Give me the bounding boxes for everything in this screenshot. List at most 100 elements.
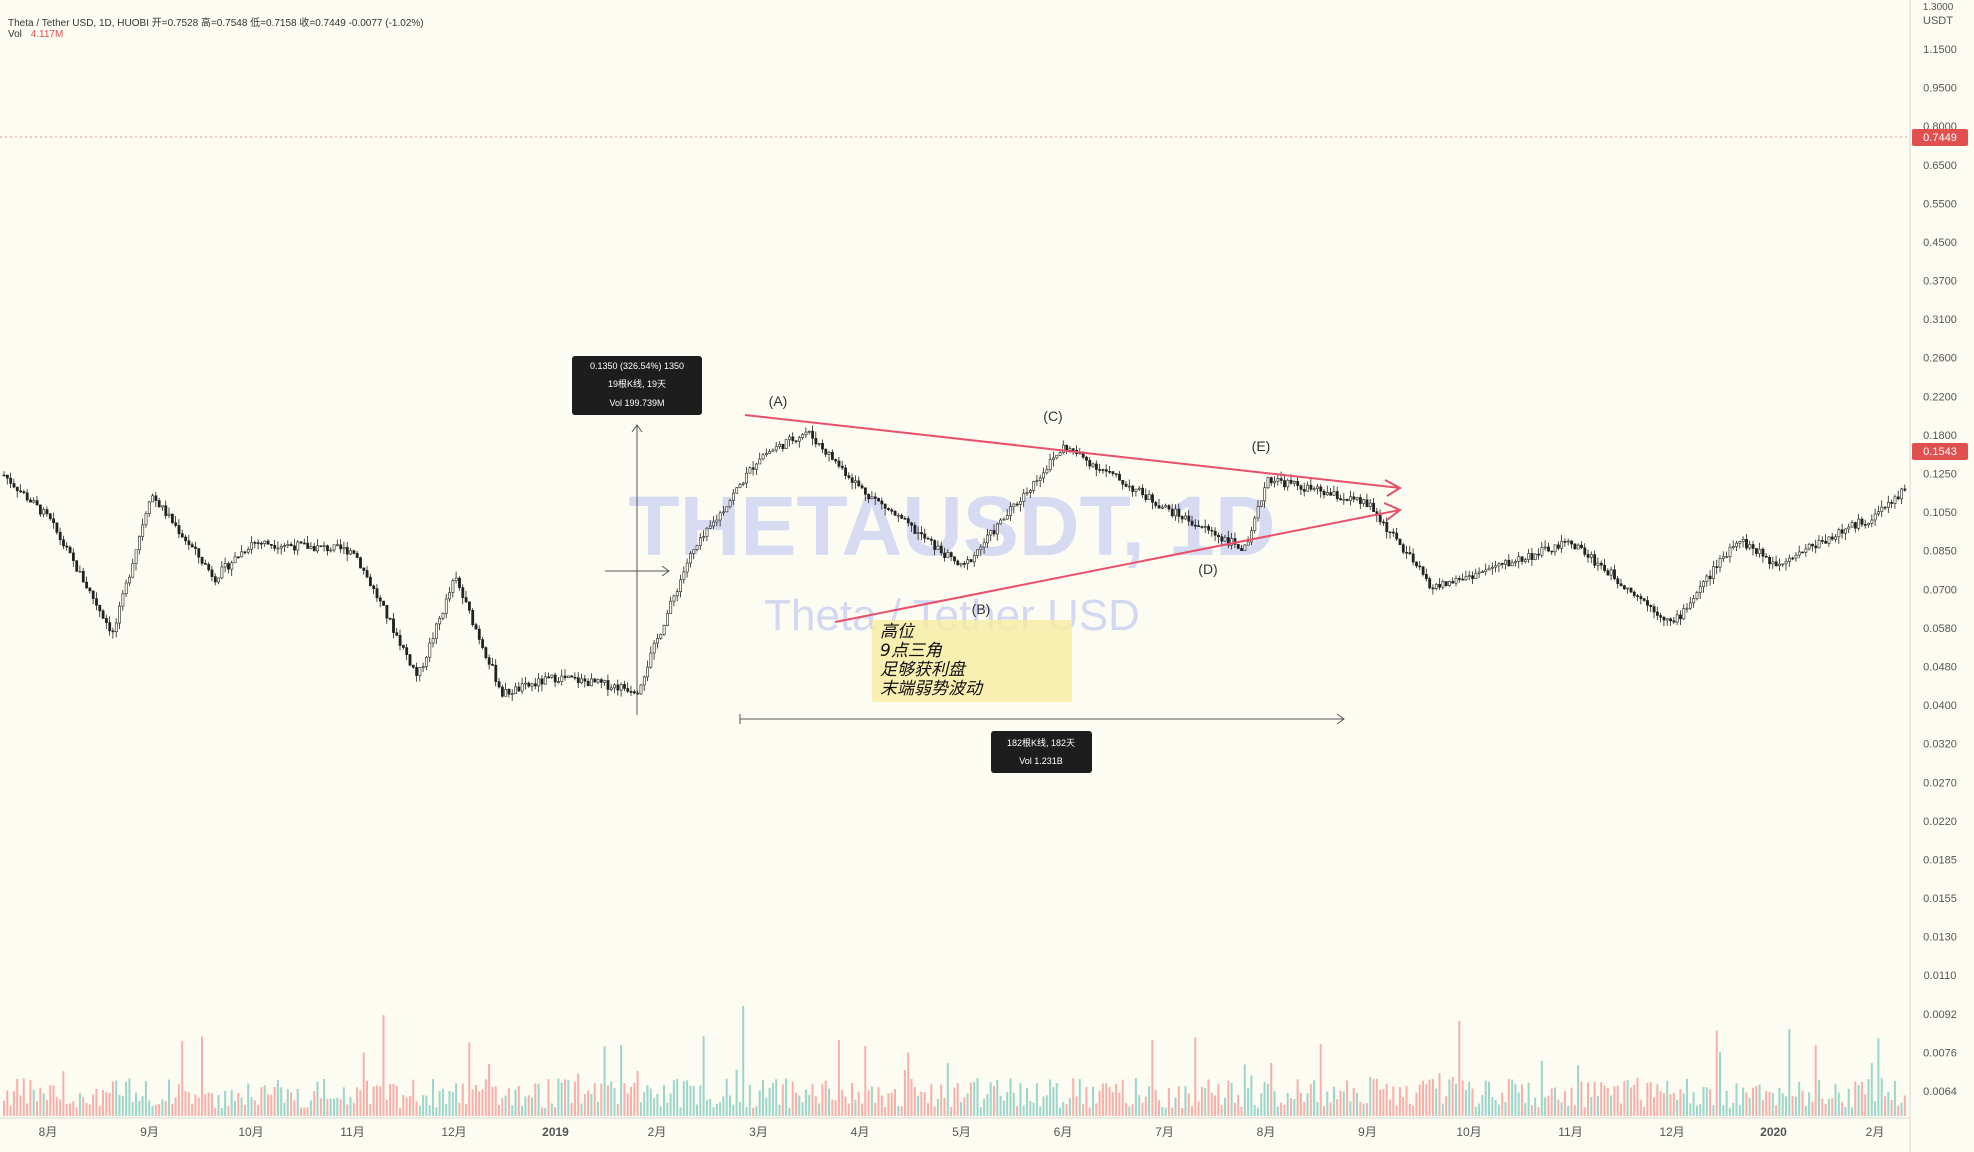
volume-bar — [1336, 1099, 1339, 1116]
x-tick-label: 2019 — [542, 1125, 569, 1139]
candle-body — [1329, 492, 1333, 496]
triangle-upper-trendline[interactable] — [744, 414, 1401, 489]
candle-body — [339, 544, 343, 550]
volume-bar — [814, 1096, 817, 1116]
volume-bar — [824, 1080, 827, 1116]
volume-bar — [230, 1090, 233, 1116]
candle-body — [296, 541, 300, 551]
volume-bar — [1524, 1103, 1527, 1116]
candle-body — [1464, 576, 1468, 581]
candle-body — [642, 676, 646, 686]
candle-body — [1580, 544, 1583, 549]
candle-body — [1451, 581, 1455, 584]
volume-bar — [45, 1100, 48, 1116]
volume-bar — [1719, 1051, 1721, 1116]
candle-body — [467, 601, 471, 611]
candle-body — [497, 681, 501, 688]
candle-body — [560, 675, 564, 682]
volume-bar — [1768, 1091, 1771, 1116]
volume-bar — [1507, 1078, 1510, 1116]
candle-body — [1283, 480, 1286, 488]
candle-body — [1217, 534, 1220, 537]
candle-body — [428, 642, 432, 658]
volume-bar — [141, 1096, 144, 1116]
volume-bar — [1755, 1085, 1758, 1116]
y-tick-label: 0.0076 — [1923, 1047, 1957, 1059]
candle-body — [174, 522, 178, 526]
volume-bar — [1900, 1102, 1903, 1116]
candle-body — [1675, 614, 1679, 623]
volume-bar — [752, 1107, 755, 1116]
current-price-badge-text: 0.7449 — [1923, 132, 1957, 144]
volume-bar — [260, 1087, 263, 1116]
measure1-line2: 19根K线, 19天 — [608, 378, 666, 389]
volume-bar — [1250, 1075, 1253, 1116]
note-line3: 足够获利盘 — [880, 660, 967, 680]
measure1-box[interactable] — [572, 356, 702, 415]
candle-body — [1071, 448, 1075, 451]
note-box[interactable] — [872, 620, 1072, 702]
volume-bar — [1877, 1038, 1880, 1116]
candle-body — [576, 677, 580, 683]
volume-bar — [1346, 1080, 1349, 1116]
volume-bar — [1890, 1100, 1893, 1116]
candle-body — [596, 679, 600, 683]
candle-body — [1533, 553, 1537, 560]
volume-bar — [778, 1104, 781, 1116]
volume-bar — [16, 1078, 19, 1116]
candle-body — [1009, 506, 1013, 516]
volume-bar — [696, 1104, 698, 1116]
volume-bar — [649, 1088, 652, 1116]
candle-body — [880, 500, 884, 505]
volume-bar — [1534, 1097, 1537, 1116]
candle-body — [1768, 557, 1772, 565]
volume-bar — [613, 1088, 616, 1116]
volume-bar — [1224, 1097, 1226, 1116]
measure2-box[interactable] — [991, 731, 1092, 773]
candle-body — [491, 664, 494, 666]
candle-body — [9, 477, 13, 484]
volume-bar — [415, 1101, 418, 1116]
candle-body — [1335, 491, 1339, 499]
volume-bar — [1148, 1086, 1151, 1116]
candle-body — [1593, 554, 1597, 566]
volume-bar — [1867, 1078, 1870, 1116]
volume-bar — [524, 1096, 527, 1116]
candle-body — [1590, 554, 1593, 558]
volume-bar — [837, 1039, 840, 1116]
triangle-lower-trendline[interactable] — [834, 509, 1401, 623]
volume-bar — [1550, 1088, 1553, 1116]
candle-body — [877, 498, 881, 502]
volume-bar — [537, 1083, 540, 1116]
candle-body — [1174, 508, 1178, 517]
volume-bar — [554, 1107, 557, 1116]
candle-body — [335, 544, 339, 547]
volume-bar — [1794, 1096, 1797, 1116]
candle-body — [863, 487, 867, 495]
candle-body — [167, 513, 171, 516]
candle-body — [256, 542, 260, 544]
volume-bar — [309, 1100, 312, 1116]
candle-body — [1157, 505, 1161, 509]
candle-body — [1801, 551, 1805, 554]
candle-body — [1537, 553, 1541, 556]
candle-body — [124, 582, 128, 595]
candle-body — [1273, 480, 1277, 484]
volume-bar — [1484, 1080, 1487, 1116]
volume-bar — [1471, 1088, 1474, 1116]
x-tick-label: 2月 — [648, 1125, 667, 1139]
volume-bar — [1557, 1099, 1560, 1116]
volume-bar — [290, 1092, 293, 1116]
volume-bar — [283, 1102, 286, 1116]
y-tick-label: 0.3700 — [1923, 276, 1957, 288]
candle-body — [118, 605, 122, 624]
candle-body — [1104, 469, 1108, 472]
x-tick-label: 6月 — [1054, 1125, 1073, 1139]
volume-bar — [1088, 1107, 1091, 1116]
volume-bar — [1372, 1079, 1375, 1116]
volume-bar — [897, 1106, 900, 1116]
volume-bar — [1435, 1088, 1438, 1116]
candle-body — [1293, 481, 1296, 484]
volume-bar — [458, 1102, 461, 1116]
